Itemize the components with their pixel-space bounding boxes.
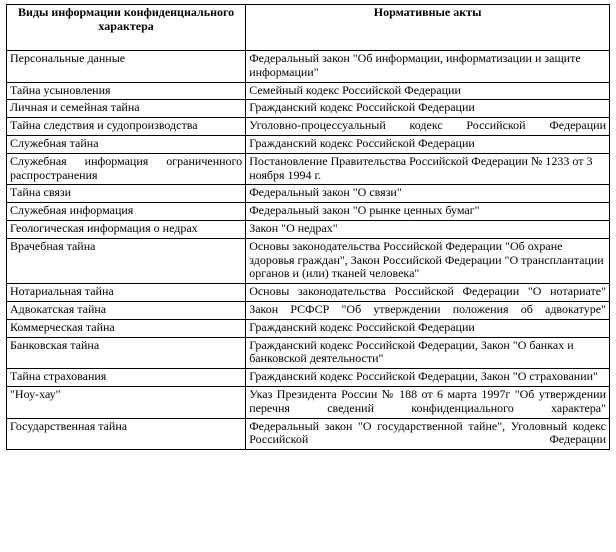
cell-legal-act: Указ Президента России № 188 от 6 марта … xyxy=(246,386,610,418)
cell-legal-act: Гражданский кодекс Российской Федерации xyxy=(246,319,610,337)
table-row: Личная и семейная тайнаГражданский кодек… xyxy=(7,100,610,118)
table-body: Персональные данныеФедеральный закон "Об… xyxy=(7,51,610,450)
cell-info-type: Коммерческая тайна xyxy=(7,319,246,337)
cell-info-type: Тайна следствия и судопроизводства xyxy=(7,118,246,136)
cell-legal-act: Федеральный закон "О рынке ценных бумаг" xyxy=(246,203,610,221)
header-row: Виды информации конфиденциального характ… xyxy=(7,5,610,51)
table-row: Коммерческая тайнаГражданский кодекс Рос… xyxy=(7,319,610,337)
cell-info-type: Тайна страхования xyxy=(7,369,246,387)
cell-legal-act: Постановление Правительства Российской Ф… xyxy=(246,153,610,185)
table-row: Тайна усыновленияСемейный кодекс Российс… xyxy=(7,82,610,100)
table-row: Служебная информация ограниченного распр… xyxy=(7,153,610,185)
cell-info-type: Адвокатская тайна xyxy=(7,301,246,319)
cell-info-type: Государственная тайна xyxy=(7,418,246,450)
cell-legal-act: Основы законодательства Российской Федер… xyxy=(246,284,610,302)
table-row: Тайна связиФедеральный закон "О связи" xyxy=(7,185,610,203)
cell-info-type: Личная и семейная тайна xyxy=(7,100,246,118)
header-left: Виды информации конфиденциального характ… xyxy=(7,5,246,51)
table-row: Адвокатская тайнаЗакон РСФСР "Об утвержд… xyxy=(7,301,610,319)
table-row: Служебная тайнаГражданский кодекс Россий… xyxy=(7,135,610,153)
cell-info-type: Персональные данные xyxy=(7,51,246,83)
table-row: Геологическая информация о недрахЗакон "… xyxy=(7,220,610,238)
table-row: Тайна следствия и судопроизводстваУголов… xyxy=(7,118,610,136)
cell-legal-act: Федеральный закон "Об информации, информ… xyxy=(246,51,610,83)
cell-legal-act: Гражданский кодекс Российской Федерации xyxy=(246,135,610,153)
header-right: Нормативные акты xyxy=(246,5,610,51)
cell-legal-act: Гражданский кодекс Российской Федерации,… xyxy=(246,337,610,369)
table-row: Тайна страхованияГражданский кодекс Росс… xyxy=(7,369,610,387)
cell-info-type: Тайна связи xyxy=(7,185,246,203)
cell-legal-act: Федеральный закон "О связи" xyxy=(246,185,610,203)
cell-legal-act: Уголовно-процессуальный кодекс Российско… xyxy=(246,118,610,136)
info-table: Виды информации конфиденциального характ… xyxy=(6,4,610,450)
cell-legal-act: Гражданский кодекс Российской Федерации xyxy=(246,100,610,118)
cell-info-type: Служебная информация xyxy=(7,203,246,221)
table-row: Служебная информацияФедеральный закон "О… xyxy=(7,203,610,221)
cell-info-type: Служебная тайна xyxy=(7,135,246,153)
cell-legal-act: Гражданский кодекс Российской Федерации,… xyxy=(246,369,610,387)
table-row: Врачебная тайнаОсновы законодательства Р… xyxy=(7,238,610,283)
table-row: Нотариальная тайнаОсновы законодательств… xyxy=(7,284,610,302)
table-row: Государственная тайнаФедеральный закон "… xyxy=(7,418,610,450)
cell-info-type: "Ноу-хау" xyxy=(7,386,246,418)
cell-info-type: Тайна усыновления xyxy=(7,82,246,100)
cell-info-type: Служебная информация ограниченного распр… xyxy=(7,153,246,185)
cell-legal-act: Основы законодательства Российской Федер… xyxy=(246,238,610,283)
cell-legal-act: Семейный кодекс Российской Федерации xyxy=(246,82,610,100)
cell-info-type: Нотариальная тайна xyxy=(7,284,246,302)
cell-info-type: Банковская тайна xyxy=(7,337,246,369)
table-row: Банковская тайнаГражданский кодекс Росси… xyxy=(7,337,610,369)
cell-info-type: Врачебная тайна xyxy=(7,238,246,283)
cell-info-type: Геологическая информация о недрах xyxy=(7,220,246,238)
table-row: Персональные данныеФедеральный закон "Об… xyxy=(7,51,610,83)
cell-legal-act: Закон РСФСР "Об утверждении положения об… xyxy=(246,301,610,319)
cell-legal-act: Закон "О недрах" xyxy=(246,220,610,238)
cell-legal-act: Федеральный закон "О государственной тай… xyxy=(246,418,610,450)
page: Виды информации конфиденциального характ… xyxy=(0,0,616,454)
table-row: "Ноу-хау"Указ Президента России № 188 от… xyxy=(7,386,610,418)
